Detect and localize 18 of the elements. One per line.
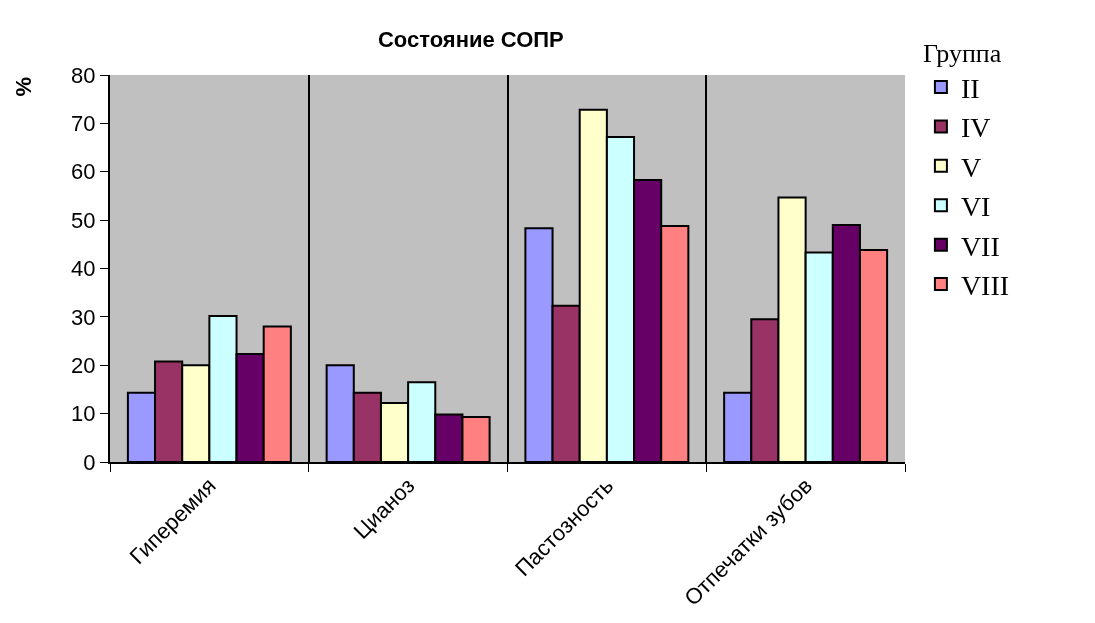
y-tick-label: 0 <box>83 449 96 475</box>
legend-label: VI <box>960 191 991 223</box>
legend-label: IV <box>960 112 991 144</box>
legend-label: VIII <box>960 269 1010 301</box>
chart-title: Состояние СОПР <box>377 26 564 52</box>
legend-title: Группа <box>922 39 1002 69</box>
y-tick-label: 60 <box>71 159 96 185</box>
legend-label: V <box>960 151 982 183</box>
y-tick-label: 20 <box>71 352 96 378</box>
y-tick-label: 80 <box>71 62 96 88</box>
y-tick-label: 70 <box>71 111 96 137</box>
y-tick-label: 10 <box>71 401 96 427</box>
y-tick-label: 40 <box>71 256 96 282</box>
y-tick-label: 30 <box>71 304 96 330</box>
y-tick-label: 50 <box>71 207 96 233</box>
legend-label: VII <box>960 230 1000 262</box>
legend-label: II <box>960 72 980 104</box>
y-axis-title: % <box>10 76 36 97</box>
